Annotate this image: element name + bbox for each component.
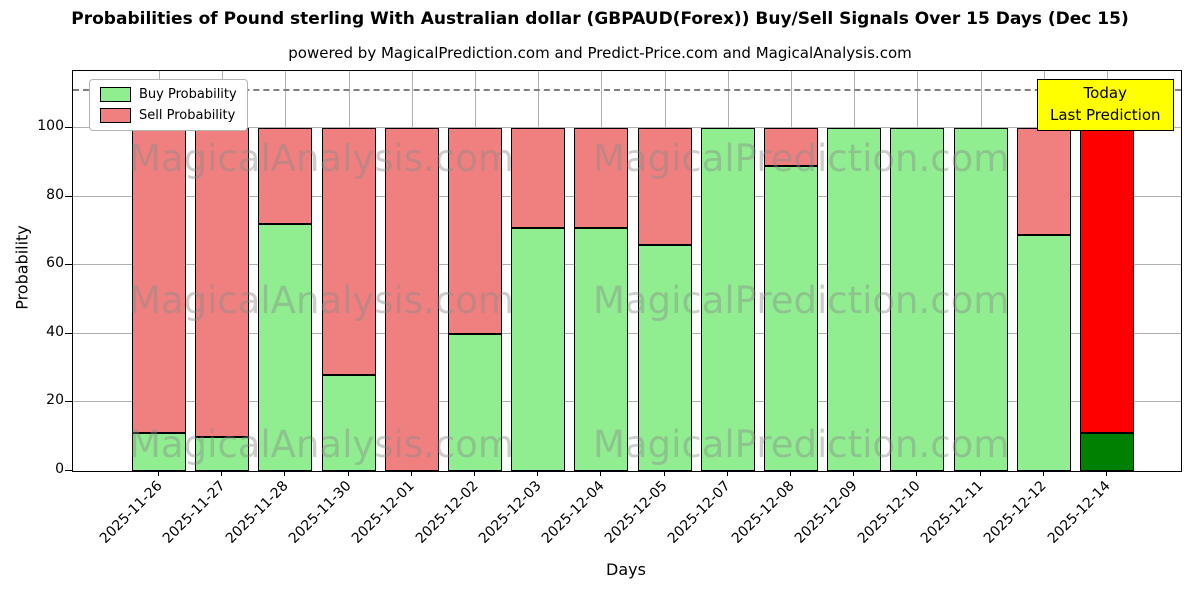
bar-segment-sell	[258, 128, 313, 225]
annotation-line-1: Today	[1083, 84, 1127, 102]
bar-segment-buy	[700, 128, 755, 471]
sell-probability-swatch	[100, 108, 131, 123]
bar-segment-buy	[1080, 433, 1134, 471]
x-tick-label: 2025-12-05	[602, 478, 671, 547]
x-tick-label: 2025-12-14	[1044, 478, 1114, 547]
x-tick-label: 2025-12-07	[665, 478, 735, 547]
x-tick-mark	[726, 471, 728, 476]
y-tick-mark	[65, 332, 72, 334]
bar-segment-sell	[384, 128, 439, 471]
legend-label-buy: Buy Probability	[139, 87, 237, 102]
plot-area: Buy Probability Sell Probability Today L…	[72, 70, 1182, 472]
x-tick-mark	[663, 471, 665, 476]
x-tick-label: 2025-11-27	[159, 478, 229, 547]
bar-segment-buy	[321, 375, 376, 471]
buy-probability-swatch	[100, 87, 131, 102]
bar-segment-buy	[132, 433, 186, 471]
bar-segment-sell	[448, 128, 502, 334]
annotation-line-2: Last Prediction	[1050, 105, 1161, 124]
x-tick-mark	[158, 471, 159, 476]
x-tick-label: 2025-12-08	[728, 478, 798, 547]
x-tick-mark	[853, 471, 855, 476]
y-tick-label: 20	[46, 392, 64, 409]
x-tick-label: 2025-12-01	[349, 478, 419, 547]
x-tick-mark	[916, 471, 918, 476]
legend-item-sell: Sell Probability	[100, 108, 237, 123]
bar-segment-sell	[637, 128, 692, 245]
x-tick-mark	[347, 471, 349, 476]
x-tick-label: 2025-12-09	[791, 478, 861, 547]
x-tick-label: 2025-12-02	[412, 478, 482, 547]
bar-segment-buy	[953, 128, 1008, 471]
y-tick-mark	[65, 401, 72, 403]
today-annotation: Today Last Prediction	[1037, 79, 1174, 131]
bar-segment-buy	[258, 224, 313, 471]
bar-segment-buy	[637, 244, 692, 471]
x-axis-label: Days	[606, 560, 646, 579]
bar-segment-buy	[511, 227, 566, 471]
y-tick-mark	[65, 195, 72, 197]
x-tick-mark	[410, 471, 412, 476]
legend: Buy Probability Sell Probability	[89, 79, 248, 131]
x-tick-label: 2025-11-26	[96, 478, 166, 547]
x-tick-label: 2025-12-03	[475, 478, 545, 547]
x-tick-mark	[600, 471, 602, 476]
bar-segment-buy	[574, 227, 629, 471]
y-tick-mark	[65, 127, 72, 129]
bar-segment-buy	[448, 333, 502, 471]
bar-segment-sell	[1080, 128, 1134, 434]
bar-segment-buy	[890, 128, 945, 471]
x-tick-mark	[979, 471, 981, 476]
bar-segment-buy	[1016, 234, 1071, 471]
y-tick-label: 100	[37, 118, 64, 135]
legend-item-buy: Buy Probability	[100, 87, 237, 102]
x-tick-mark	[537, 471, 539, 476]
bar-segment-sell	[321, 128, 376, 376]
bar-segment-sell	[511, 128, 566, 228]
bar-segment-buy	[764, 165, 818, 471]
x-tick-mark	[1042, 471, 1044, 476]
y-tick-label: 60	[46, 255, 64, 272]
chart-subtitle: powered by MagicalPrediction.com and Pre…	[288, 44, 912, 62]
bar-segment-sell	[1016, 128, 1071, 235]
y-tick-mark	[65, 470, 72, 471]
x-tick-label: 2025-12-10	[854, 478, 924, 547]
x-tick-mark	[474, 471, 475, 476]
bar-segment-sell	[764, 128, 818, 166]
chart-title: Probabilities of Pound sterling With Aus…	[71, 9, 1129, 29]
x-tick-label: 2025-12-11	[918, 478, 987, 547]
x-tick-label: 2025-11-28	[222, 478, 292, 547]
h-gridline	[73, 127, 1181, 129]
x-tick-mark	[221, 471, 223, 476]
x-tick-mark	[284, 471, 286, 476]
y-tick-label: 0	[55, 461, 64, 477]
x-tick-label: 2025-12-04	[538, 478, 608, 547]
legend-label-sell: Sell Probability	[139, 108, 236, 123]
y-tick-label: 80	[46, 186, 64, 203]
x-tick-mark	[1106, 471, 1107, 476]
dashed-reference-line	[73, 88, 1181, 91]
x-tick-label: 2025-11-30	[286, 478, 355, 547]
bar-segment-sell	[132, 128, 186, 434]
y-tick-label: 40	[46, 323, 64, 340]
y-tick-mark	[65, 264, 72, 266]
x-tick-label: 2025-12-12	[981, 478, 1051, 547]
bar-segment-sell	[574, 128, 629, 228]
bar-segment-buy	[195, 436, 250, 471]
x-tick-mark	[790, 471, 791, 476]
bar-segment-sell	[195, 128, 250, 437]
bar-segment-buy	[827, 128, 882, 471]
